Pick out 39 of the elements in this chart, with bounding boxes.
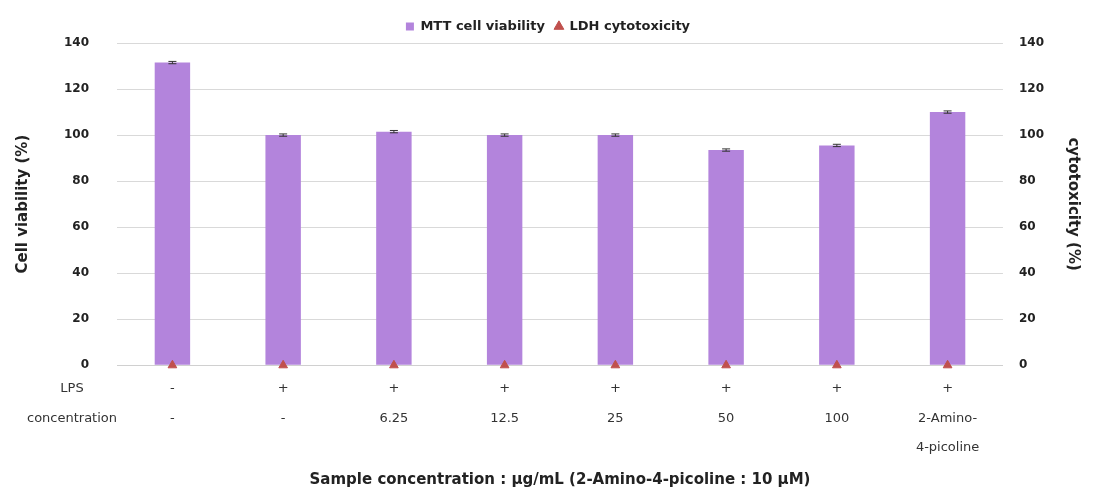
x-tick-label: + 6.25 [379,379,409,425]
y-axis-title: Cell viability (%) [12,134,31,274]
x-tick-label: + 12.5 [490,379,520,425]
x-tick-label: + 2-Amino- 4-picoline [915,379,980,455]
y-tick-label: 60 [72,219,90,234]
x-axis-title: Sample concentration : µg/mL (2-Amino-4-picoline : 10 µM) [309,469,811,488]
y2-tick-label: 140 [1018,35,1045,50]
y-tick-label: 40 [72,265,90,280]
x-tick-label: + 50 [717,379,735,425]
y2-tick-label: 80 [1018,173,1036,188]
y2-tick-label: 20 [1018,311,1036,326]
bar [265,135,301,365]
y-tick-label: 80 [72,173,90,188]
bar [154,62,191,365]
y2-tick-label: 40 [1018,265,1036,280]
bar [376,131,412,365]
bar [708,150,744,365]
y-tick-label: 100 [63,127,90,142]
y2-tick-label: 60 [1018,219,1036,234]
bar [597,135,634,365]
legend-label: MTT cell viability [420,17,546,33]
bar [929,112,966,365]
x-tick-label: - - [170,379,176,425]
y-tick-label: 20 [72,311,90,326]
y-tick-label: 120 [63,81,90,96]
bar [819,145,855,365]
bar [486,135,523,365]
x-tick-label: + - [277,379,289,425]
y2-tick-label: 100 [1018,127,1045,142]
x-tick-label: + 100 [824,379,850,425]
text: concentration [26,409,118,425]
y-tick-label: 0 [80,357,90,372]
y2-axis-title: cytotoxicity (%) [1065,137,1084,271]
y-tick-label: 140 [63,35,90,50]
legend-label: LDH cytotoxicity [569,17,691,33]
text: LPS [60,379,84,395]
y2-tick-label: 120 [1018,81,1045,96]
x-tick-label: + 25 [607,379,624,425]
y2-tick-label: 0 [1018,357,1028,372]
